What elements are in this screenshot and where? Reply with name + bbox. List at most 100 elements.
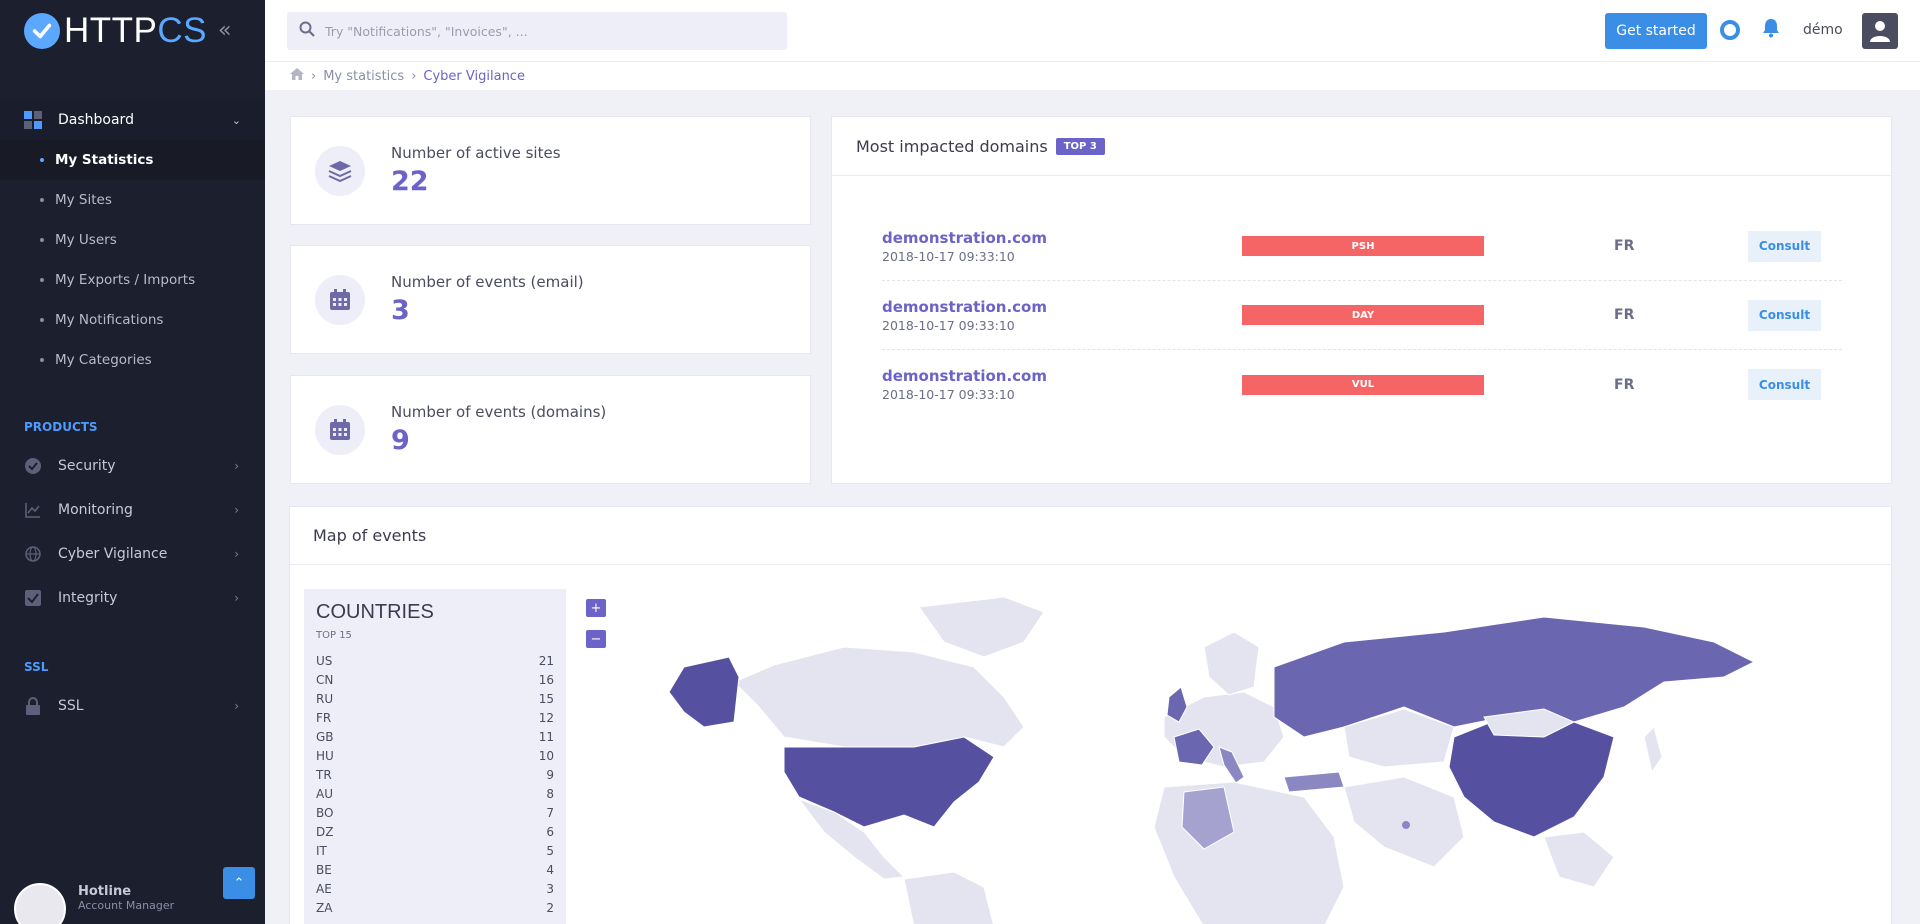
domain-link[interactable]: demonstration.com [882, 228, 1047, 247]
zoom-in-button[interactable]: + [586, 599, 606, 617]
country-row: BE 4 [316, 860, 554, 879]
sidebar-item-label: SSL [58, 698, 84, 714]
sidebar-item-my-exports-imports[interactable]: My Exports / Imports [0, 260, 265, 300]
country-count: 11 [538, 729, 554, 744]
country-count: 3 [546, 881, 554, 896]
topbar: Get started démo [265, 0, 1920, 62]
world-map[interactable] [584, 587, 1884, 924]
breadcrumb-my-statistics[interactable]: My statistics [323, 68, 405, 84]
card-header: Most impacted domains TOP 3 [832, 117, 1891, 176]
consult-button[interactable]: Consult [1748, 230, 1821, 262]
sidebar-item-label: My Statistics [55, 152, 154, 168]
sidebar-item-dashboard[interactable]: Dashboard ⌄ [0, 100, 265, 140]
sidebar-item-label: My Users [55, 232, 117, 248]
country-row: BO 7 [316, 803, 554, 822]
country-code: GB [316, 729, 334, 744]
globe-icon [24, 545, 42, 563]
country-code: US [316, 653, 333, 668]
domain-row: demonstration.com 2018-10-17 09:33:10 DAY… [882, 281, 1842, 350]
lock-icon [24, 697, 42, 715]
stat-label: Number of events (domains) [391, 403, 607, 421]
chevron-up-icon: ⌃ [233, 875, 245, 891]
country-count: 8 [546, 786, 554, 801]
breadcrumb-current: Cyber Vigilance [423, 68, 525, 84]
map-region-canada [733, 646, 1025, 748]
consult-button[interactable]: Consult [1748, 299, 1821, 331]
bullet-icon [40, 278, 44, 282]
event-type-tag: DAY [1242, 305, 1484, 325]
sidebar-item-label: Integrity [58, 590, 118, 606]
country-count: 5 [546, 843, 554, 858]
get-started-button[interactable]: Get started [1605, 13, 1707, 49]
stat-value: 3 [391, 295, 410, 326]
most-impacted-domains-card: Most impacted domains TOP 3 demonstratio… [831, 116, 1892, 484]
sidebar-item-my-statistics[interactable]: My Statistics [0, 140, 265, 180]
map-region-algeria [1181, 786, 1235, 850]
stat-card-events-email: Number of events (email) 3 [290, 245, 811, 354]
country-row: RU 15 [316, 689, 554, 708]
country-code: FR [1614, 376, 1635, 393]
country-code: ZA [316, 900, 333, 915]
bell-icon[interactable] [1762, 18, 1780, 40]
map-region-uae [1402, 821, 1410, 829]
breadcrumb-separator: › [411, 68, 417, 84]
sidebar-item-my-notifications[interactable]: My Notifications [0, 300, 265, 340]
map-region-central-asia [1343, 708, 1455, 768]
country-count: 15 [538, 691, 554, 706]
search-box[interactable] [287, 12, 787, 50]
country-code: RU [316, 691, 334, 706]
chart-line-icon [24, 501, 42, 519]
country-count: 7 [546, 805, 554, 820]
user-name[interactable]: démo [1803, 22, 1843, 38]
sidebar-nav: Dashboard ⌄ My Statistics My Sites My Us… [0, 62, 265, 728]
country-code: FR [1614, 307, 1635, 323]
scroll-top-button[interactable]: ⌃ [223, 867, 255, 899]
map-region-japan [1643, 726, 1663, 774]
chevron-down-icon: ⌄ [231, 113, 241, 127]
consult-button[interactable]: Consult [1748, 369, 1821, 400]
breadcrumb: › My statistics › Cyber Vigilance [290, 68, 525, 84]
sidebar-item-label: My Notifications [55, 312, 164, 328]
account-manager-avatar [14, 883, 66, 924]
stat-value: 9 [391, 425, 410, 456]
zoom-out-button[interactable]: − [586, 630, 606, 648]
top-badge: TOP 3 [1055, 137, 1105, 155]
map-region-russia [1273, 616, 1756, 738]
map-region-se-asia [1543, 831, 1615, 888]
sidebar-item-label: Monitoring [58, 502, 133, 518]
sidebar-item-monitoring[interactable]: Monitoring › [0, 488, 265, 532]
country-code: FR [1614, 238, 1635, 254]
stat-card-active-sites: Number of active sites 22 [290, 116, 811, 225]
country-code: TR [316, 767, 332, 782]
layers-icon [315, 145, 365, 196]
sidebar-item-security[interactable]: Security › [0, 444, 265, 488]
sidebar-item-ssl[interactable]: SSL › [0, 684, 265, 728]
country-count: 12 [538, 710, 554, 725]
home-icon[interactable] [290, 68, 304, 84]
hotline[interactable]: Hotline Account Manager [0, 872, 265, 924]
country-count: 16 [538, 672, 554, 687]
country-row: GB 11 [316, 727, 554, 746]
sidebar-item-my-sites[interactable]: My Sites [0, 180, 265, 220]
sidebar-item-label: My Categories [55, 352, 152, 368]
search-input[interactable] [325, 23, 765, 39]
country-code: AE [316, 881, 332, 896]
help-lifebuoy-icon[interactable] [1720, 20, 1740, 40]
user-avatar-icon[interactable] [1862, 13, 1898, 49]
brand[interactable]: HTTPCS « [0, 0, 265, 62]
country-code: IT [316, 843, 327, 858]
domain-link[interactable]: demonstration.com [882, 367, 1047, 385]
map-region-turkey [1283, 771, 1345, 793]
sidebar-item-integrity[interactable]: Integrity › [0, 576, 265, 620]
sidebar-item-my-users[interactable]: My Users [0, 220, 265, 260]
country-count: 4 [546, 862, 554, 877]
collapse-sidebar-icon[interactable]: « [218, 18, 232, 43]
domain-link[interactable]: demonstration.com [882, 297, 1047, 316]
sidebar-item-my-categories[interactable]: My Categories [0, 340, 265, 380]
map-of-events-card: Map of events COUNTRIES TOP 15 US 21 CN 16 R… [289, 506, 1892, 924]
country-code: AU [316, 786, 333, 801]
card-title: Map of events [290, 507, 1891, 565]
card-title: Most impacted domains [856, 136, 1048, 156]
map-region-alaska [668, 656, 740, 728]
sidebar-item-cyber-vigilance[interactable]: Cyber Vigilance › [0, 532, 265, 576]
